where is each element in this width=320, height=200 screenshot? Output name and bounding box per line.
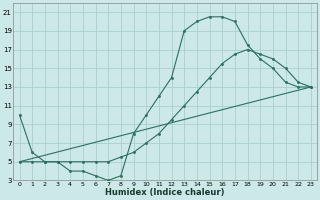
X-axis label: Humidex (Indice chaleur): Humidex (Indice chaleur) (106, 188, 225, 197)
